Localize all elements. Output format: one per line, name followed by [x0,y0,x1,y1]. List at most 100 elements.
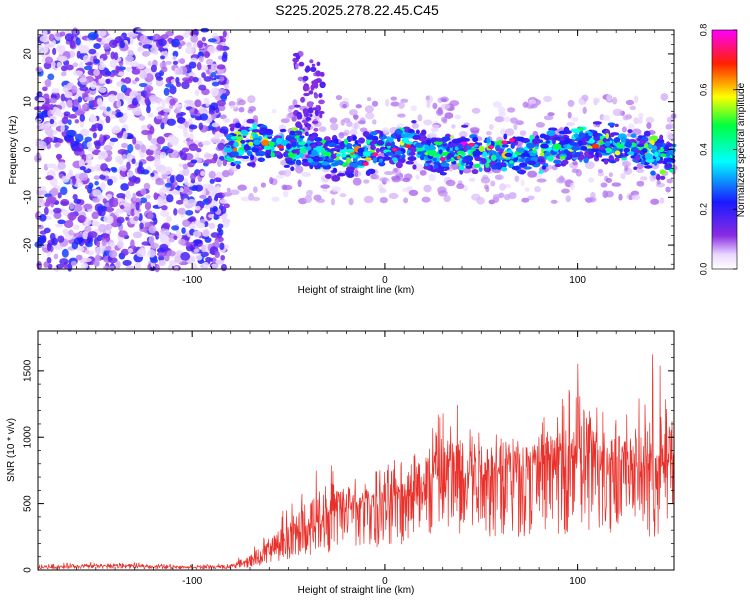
spectrogram-cell [131,158,136,165]
spectrogram-cell [72,224,80,231]
spectrogram-cell [200,244,206,253]
spectrogram-cell [325,156,329,160]
spectrogram-cell [428,173,436,182]
spectrogram-cell [310,143,317,149]
spectrogram-cell [629,105,636,111]
spectrogram-cell [115,65,120,74]
spectrogram-cell [241,155,250,159]
spectrogram-cell [178,163,184,168]
spectrogram-cell [148,112,154,118]
spectrogram-cell [217,104,226,112]
spectrogram-cell [63,220,74,228]
spectrogram-cell [319,113,323,118]
spectrogram-cell [137,165,143,172]
spectrogram-cell [69,138,75,145]
spectrogram-cell [175,173,185,183]
spectrogram-cell [148,94,158,102]
spectrogram-cell [147,60,152,67]
spectrogram-cell [96,37,102,42]
spectrogram-cell [185,209,194,216]
spectrogram-cell [124,95,130,101]
spectrogram-cell [435,108,444,116]
y-tick-label: 0 [23,567,34,573]
spectrogram-cell [179,151,188,161]
spectrogram-cell [618,193,623,201]
spectrogram-cell [474,155,481,162]
spectrogram-cell [630,133,637,138]
spectrogram-cell [295,165,304,174]
spectrogram-cell [73,70,84,77]
spectrogram-cell [378,158,384,163]
spectrogram-cell [646,122,652,129]
spectrogram-cell [369,141,375,147]
spectrogram-cell [197,40,204,49]
spectrogram-cell [134,111,142,116]
spectrogram-cell [198,55,204,63]
spectrogram-cell [105,78,111,84]
spectrogram-cell [460,138,470,142]
spectrogram-cell [127,143,134,153]
spectrogram-cell [369,131,378,136]
spectrogram-cell [638,116,643,125]
spectrogram-cell [177,124,187,129]
spectrogram-cell [168,264,174,272]
spectrogram-cell [68,169,73,177]
x-tick-label: 0 [382,275,388,286]
spectrogram-cell [318,92,323,98]
spectrogram-cell [53,207,62,214]
spectrogram-cell [203,50,211,59]
spectrogram-cell [294,104,301,108]
spectrogram-cell [119,204,125,210]
colorbar-tick-label: 0.0 [698,263,708,276]
spectrogram-cell [186,182,194,187]
spectrogram-cell [437,186,447,194]
snr-panel: -100 0 100 0 500 1000 1500 Height of straight… [6,330,675,596]
spectrogram-cell [492,193,502,199]
spectrogram-cell [601,114,611,122]
spectrogram-cell [173,190,180,195]
spectrogram-cell [517,136,525,142]
spectrogram-cell [419,170,427,176]
spectrogram-cell [617,144,625,149]
spectrogram-cell [158,255,165,262]
spectrogram-cell [498,111,506,117]
spectrogram-cell [101,37,111,44]
spectrogram-cell [116,216,125,224]
spectrogram-cell [349,109,358,116]
spectrogram-cell [194,99,202,108]
spectrogram-cell [133,177,141,184]
spectrogram-cell [156,136,166,145]
spectrogram-cell [286,113,291,121]
spectrogram-cell [527,195,535,201]
spectrogram-cell [415,129,420,135]
spectrogram-cell [314,109,319,117]
spectrogram-cell [124,55,135,62]
spectrogram-cell [639,176,648,181]
spectrogram-cell [182,163,189,170]
spectrogram-cell [622,115,629,121]
spectrogram-cell [313,93,319,99]
spectrogram-cell [88,48,97,55]
spectrogram-cell [217,142,225,150]
spectrogram-cell [99,106,107,111]
spectrogram-cell [153,192,159,200]
spectrogram-cell [327,158,334,162]
spectrogram-cell [286,143,291,150]
spectrogram-cell [528,99,537,105]
spectrogram-cell [666,131,672,139]
spectrogram-cell [44,44,49,53]
spectrogram-cell [252,123,258,129]
spectrogram-cell [58,55,68,62]
spectrogram-cell [166,215,172,223]
spectrogram-cell [654,151,659,158]
spectrogram-cell [397,113,406,118]
spectrogram-cell [309,113,313,118]
spectrogram-cell [337,173,346,177]
spectrogram-cell [388,192,399,200]
spectrogram-cell [545,140,551,144]
spectrogram-cell [71,105,79,113]
spectrogram-cell [393,167,399,173]
spectrogram-cell [270,152,275,158]
spectrogram-cell [573,133,579,138]
